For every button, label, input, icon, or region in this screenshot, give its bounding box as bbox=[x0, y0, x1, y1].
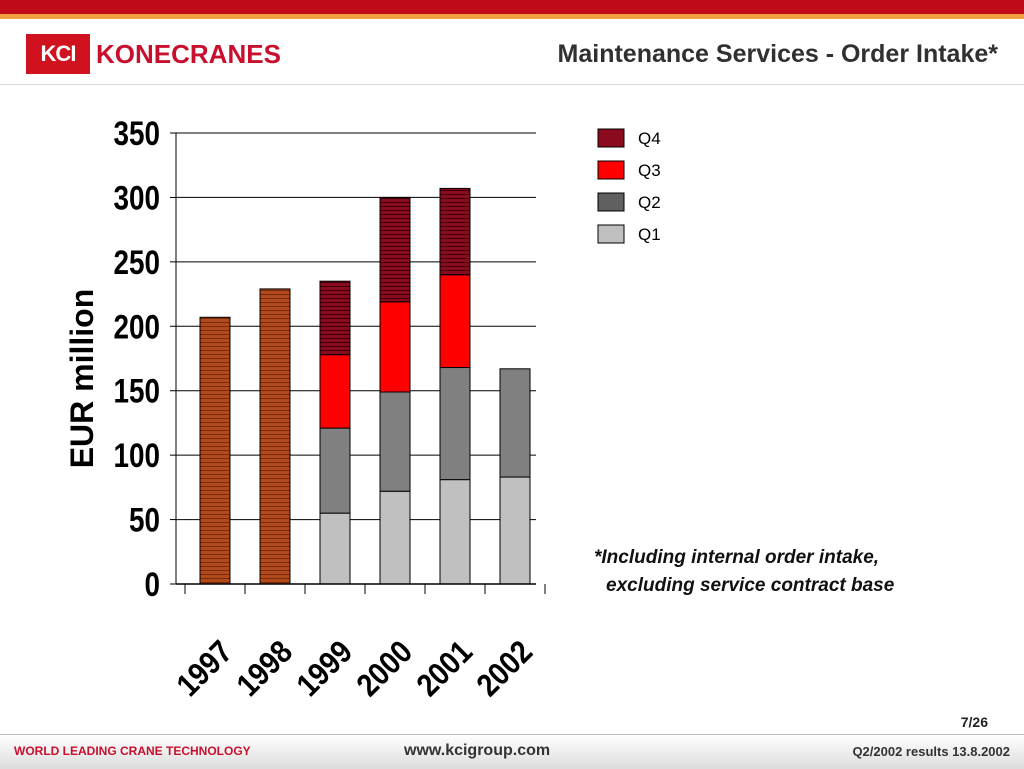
bar-q2 bbox=[319, 427, 351, 514]
footnote-line-1: *Including internal order intake, bbox=[594, 547, 880, 568]
bar-annual bbox=[199, 316, 231, 585]
footer-date: Q2/2002 results 13.8.2002 bbox=[852, 744, 1010, 759]
bar-q2 bbox=[379, 391, 411, 492]
bar-q3 bbox=[379, 301, 411, 393]
footer-tagline: WORLD LEADING CRANE TECHNOLOGY bbox=[14, 744, 251, 758]
bar-q1 bbox=[439, 479, 471, 585]
legend-swatch-q1 bbox=[597, 224, 625, 244]
bar-q2 bbox=[439, 367, 471, 481]
y-tick-label: 150 bbox=[113, 372, 160, 410]
y-tick-label: 300 bbox=[113, 179, 160, 217]
x-tick-label: 2002 bbox=[470, 634, 539, 703]
y-axis-label: EUR million bbox=[64, 289, 100, 469]
y-tick-label: 200 bbox=[113, 308, 160, 346]
bar-q2 bbox=[499, 368, 531, 478]
x-tick-label: 2001 bbox=[410, 634, 479, 703]
y-tick-label: 350 bbox=[113, 114, 160, 152]
top-accent-bar bbox=[0, 0, 1024, 14]
bars bbox=[199, 187, 531, 585]
legend-label-q3: Q3 bbox=[638, 161, 661, 180]
x-tick-label: 1999 bbox=[290, 634, 359, 703]
x-tick-label: 2000 bbox=[350, 634, 419, 703]
bar-q4 bbox=[319, 280, 351, 356]
logo-text: KONECRANES bbox=[96, 38, 281, 69]
footnote-line-2: excluding service contract base bbox=[606, 575, 895, 596]
top-accent-stripe bbox=[0, 14, 1024, 19]
y-tick-label: 0 bbox=[144, 565, 160, 603]
bar-q4 bbox=[379, 196, 411, 303]
bar-q3 bbox=[319, 354, 351, 429]
bar-q1 bbox=[379, 490, 411, 585]
bar-annual bbox=[259, 288, 291, 585]
company-logo: KCI KONECRANES bbox=[26, 34, 281, 74]
legend-swatch-q4 bbox=[597, 128, 625, 148]
footnote: *Including internal order intake, exclud… bbox=[594, 544, 894, 600]
bar-q1 bbox=[499, 476, 531, 585]
slide-title: Maintenance Services - Order Intake* bbox=[557, 40, 998, 68]
x-tick-label: 1998 bbox=[230, 634, 299, 703]
y-tick-label: 250 bbox=[113, 243, 160, 281]
x-tick-label: 1997 bbox=[170, 634, 239, 703]
legend-label-q4: Q4 bbox=[638, 129, 661, 148]
page-number: 7/26 bbox=[960, 714, 988, 730]
y-tick-label: 50 bbox=[129, 501, 160, 539]
legend-label-q1: Q1 bbox=[638, 225, 661, 244]
legend-label-q2: Q2 bbox=[638, 193, 661, 212]
footer-band bbox=[0, 734, 1024, 769]
y-tick-label: 100 bbox=[113, 437, 160, 475]
logo-mark: KCI bbox=[26, 34, 90, 74]
order-intake-chart: 0 50 100 150 200 250 300 350 EUR million 19971998… bbox=[64, 114, 661, 703]
title-divider bbox=[0, 84, 1024, 85]
gridlines bbox=[176, 132, 536, 521]
bar-q3 bbox=[439, 274, 471, 369]
legend-swatch-q3 bbox=[597, 160, 625, 180]
bar-q1 bbox=[319, 512, 351, 585]
footer-website: www.kcigroup.com bbox=[404, 742, 551, 759]
bar-q4 bbox=[439, 187, 471, 276]
legend-swatch-q2 bbox=[597, 192, 625, 212]
legend: Q4 Q3 Q2 Q1 bbox=[597, 128, 661, 244]
axes: 0 50 100 150 200 250 300 350 EUR million 19971998… bbox=[64, 114, 546, 703]
